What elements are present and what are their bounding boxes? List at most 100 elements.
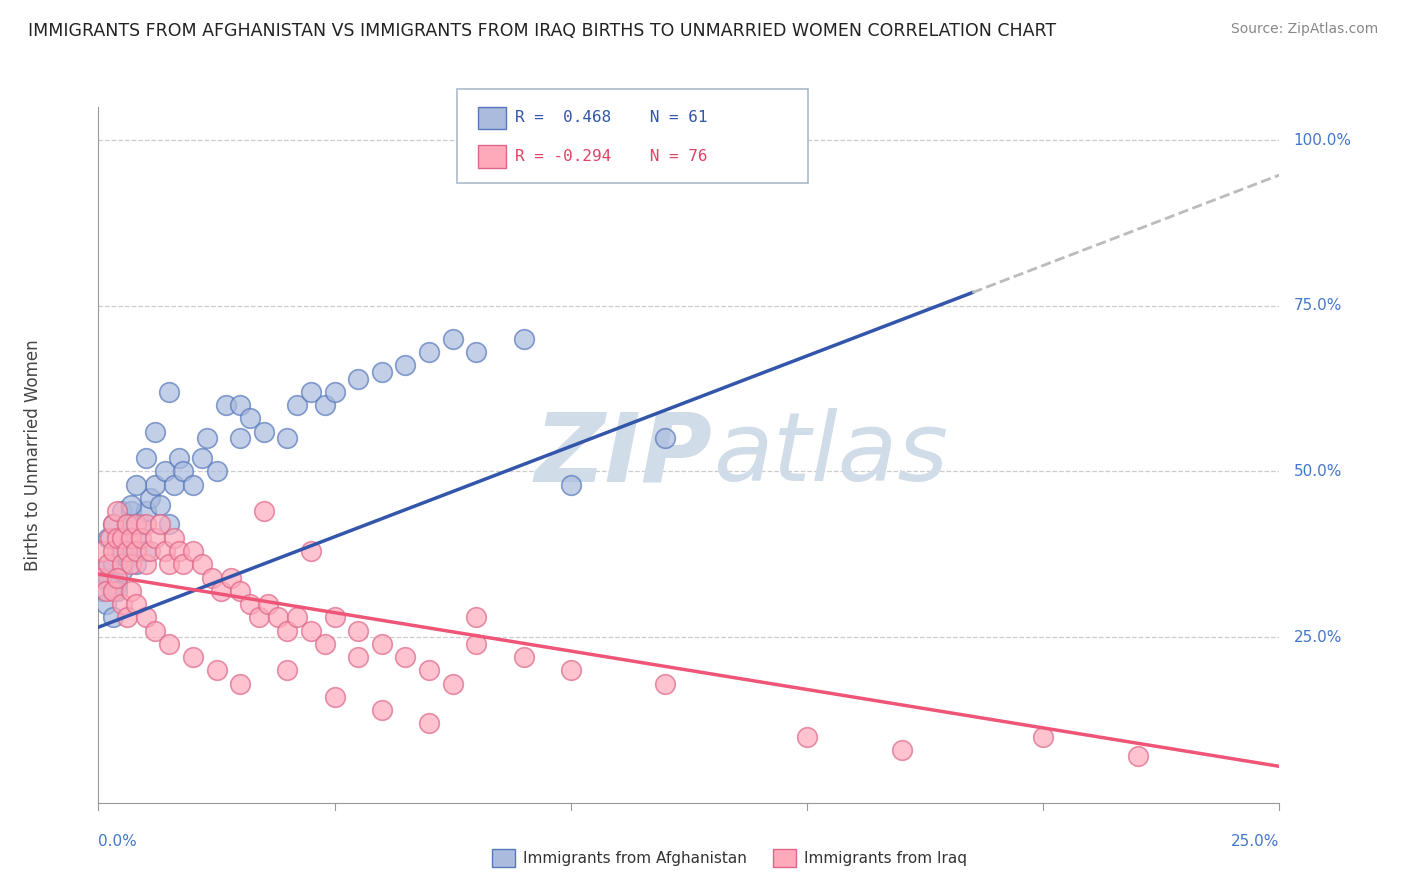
Point [149, 517, 172, 532]
Point [111, 531, 134, 545]
Point [115, 610, 138, 624]
Point [157, 517, 180, 532]
Point [94, 597, 117, 611]
Point [257, 597, 280, 611]
Point [654, 431, 676, 445]
Point [157, 384, 180, 399]
Text: Immigrants from Afghanistan: Immigrants from Afghanistan [523, 852, 747, 866]
Point [143, 425, 166, 439]
Point [181, 477, 204, 491]
Point [418, 345, 440, 359]
Point [347, 650, 370, 665]
Text: 0.0%: 0.0% [98, 834, 138, 849]
Point [121, 531, 143, 545]
Point [191, 451, 214, 466]
Point [135, 610, 157, 624]
Point [394, 650, 416, 665]
Point [299, 384, 322, 399]
Point [125, 597, 148, 611]
Point [105, 570, 128, 584]
Point [172, 465, 194, 479]
Point [121, 583, 143, 598]
Point [105, 531, 128, 545]
Point [111, 558, 134, 572]
Point [105, 504, 128, 518]
Point [135, 558, 157, 572]
Point [371, 365, 394, 379]
Point [191, 558, 214, 572]
Point [229, 583, 252, 598]
Point [101, 544, 124, 558]
Point [101, 558, 124, 572]
Point [94, 583, 117, 598]
Point [239, 411, 262, 425]
Point [121, 544, 143, 558]
Point [323, 610, 346, 624]
Point [172, 558, 194, 572]
Point [347, 624, 370, 638]
Text: R = -0.294    N = 76: R = -0.294 N = 76 [515, 149, 707, 163]
Point [512, 650, 534, 665]
Text: 50.0%: 50.0% [1294, 464, 1341, 479]
Point [465, 637, 488, 651]
Point [125, 531, 148, 545]
Point [121, 498, 143, 512]
Point [101, 583, 124, 598]
Point [890, 743, 912, 757]
Point [97, 570, 120, 584]
Point [1032, 730, 1054, 744]
Point [111, 544, 134, 558]
Point [115, 550, 138, 565]
Point [276, 663, 298, 677]
Point [153, 465, 176, 479]
Point [163, 477, 186, 491]
Point [163, 531, 186, 545]
Point [90, 583, 112, 598]
Point [101, 610, 124, 624]
Point [181, 650, 204, 665]
Point [201, 570, 224, 584]
Point [167, 451, 190, 466]
Text: Births to Unmarried Women: Births to Unmarried Women [24, 339, 42, 571]
Point [157, 558, 180, 572]
Point [121, 558, 143, 572]
Point [125, 477, 148, 491]
Point [314, 398, 336, 412]
Point [253, 425, 276, 439]
Point [209, 583, 232, 598]
Point [143, 624, 166, 638]
Text: atlas: atlas [713, 409, 948, 501]
Point [115, 517, 138, 532]
Point [267, 610, 290, 624]
Point [247, 610, 270, 624]
Point [143, 477, 166, 491]
Point [371, 703, 394, 717]
Point [135, 451, 157, 466]
Point [512, 332, 534, 346]
Point [1126, 749, 1149, 764]
Text: 75.0%: 75.0% [1294, 298, 1341, 313]
Point [276, 431, 298, 445]
Point [139, 491, 162, 505]
Text: IMMIGRANTS FROM AFGHANISTAN VS IMMIGRANTS FROM IRAQ BIRTHS TO UNMARRIED WOMEN CO: IMMIGRANTS FROM AFGHANISTAN VS IMMIGRANT… [28, 22, 1056, 40]
Point [654, 676, 676, 690]
Point [97, 558, 120, 572]
Point [285, 610, 308, 624]
Point [91, 544, 114, 558]
Point [135, 544, 157, 558]
Text: 25.0%: 25.0% [1294, 630, 1341, 645]
Point [323, 384, 346, 399]
Text: 100.0%: 100.0% [1294, 133, 1351, 148]
Point [181, 544, 204, 558]
Point [115, 544, 138, 558]
Point [205, 663, 228, 677]
Point [125, 558, 148, 572]
Point [418, 716, 440, 731]
Point [125, 517, 148, 532]
Point [441, 332, 464, 346]
Point [560, 663, 582, 677]
Point [314, 637, 336, 651]
Point [115, 517, 138, 532]
Text: Immigrants from Iraq: Immigrants from Iraq [804, 852, 967, 866]
Point [215, 398, 238, 412]
